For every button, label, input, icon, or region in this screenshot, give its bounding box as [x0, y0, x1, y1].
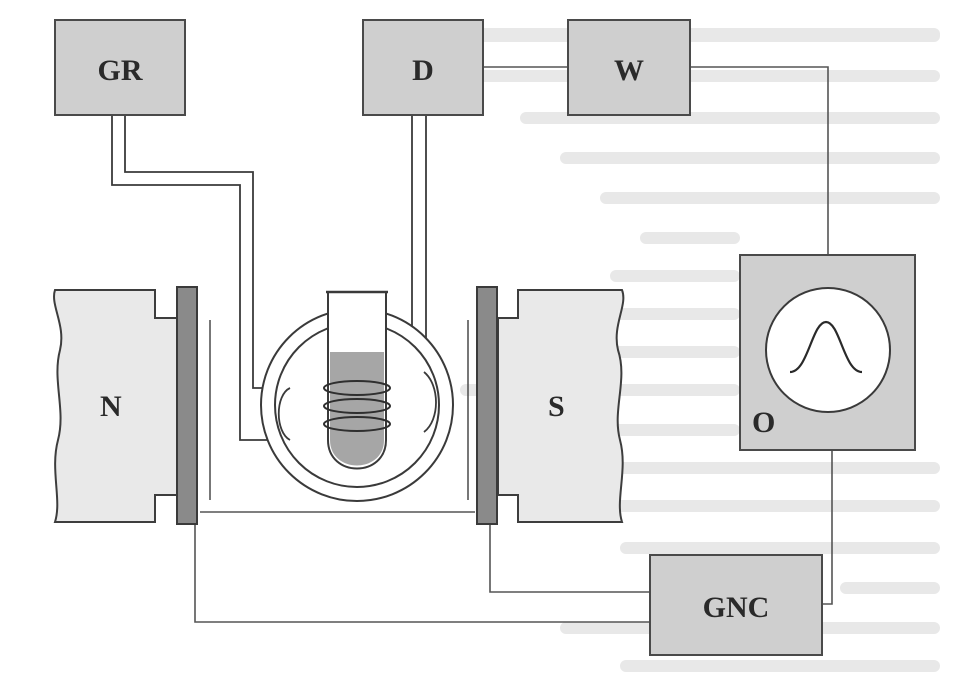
left-coil-loop — [277, 387, 291, 441]
oscilloscope-unit: O — [739, 254, 916, 451]
magnet-north-label: N — [100, 390, 122, 423]
detector-box — [362, 19, 484, 116]
magnet-south: S — [497, 289, 625, 523]
gradient-unit: GR — [54, 19, 186, 116]
o-to-gnc-line — [822, 450, 833, 605]
amplifier-label: W — [614, 54, 644, 87]
generator-unit: GNC — [649, 554, 823, 656]
coil-icon — [323, 380, 391, 432]
amplifier-unit: W — [567, 19, 691, 116]
gradient-label: GR — [98, 54, 143, 87]
detector-label: D — [412, 54, 434, 87]
magnet-south-label: S — [548, 390, 565, 423]
oscilloscope-screen — [765, 287, 891, 413]
w-to-o-line — [690, 66, 829, 255]
magnet-south-body — [497, 289, 625, 523]
generator-box — [649, 554, 823, 656]
left-pole-plate — [176, 286, 198, 525]
magnet-north: N — [53, 289, 181, 523]
right-coil-loop — [423, 371, 437, 433]
right-pole-plate — [476, 286, 498, 525]
gradient-box — [54, 19, 186, 116]
generator-label: GNC — [703, 591, 770, 624]
magnet-north-body — [53, 289, 181, 523]
gnc-to-right-plate-line — [489, 525, 650, 593]
resonance-peak-icon — [789, 320, 863, 374]
detector-unit: D — [362, 19, 484, 116]
oscilloscope-label: O — [752, 406, 775, 439]
amplifier-box — [567, 19, 691, 116]
gnc-to-left-plate-line — [194, 525, 650, 623]
gr-cable-outer — [111, 115, 290, 441]
sample-chamber — [260, 290, 454, 502]
